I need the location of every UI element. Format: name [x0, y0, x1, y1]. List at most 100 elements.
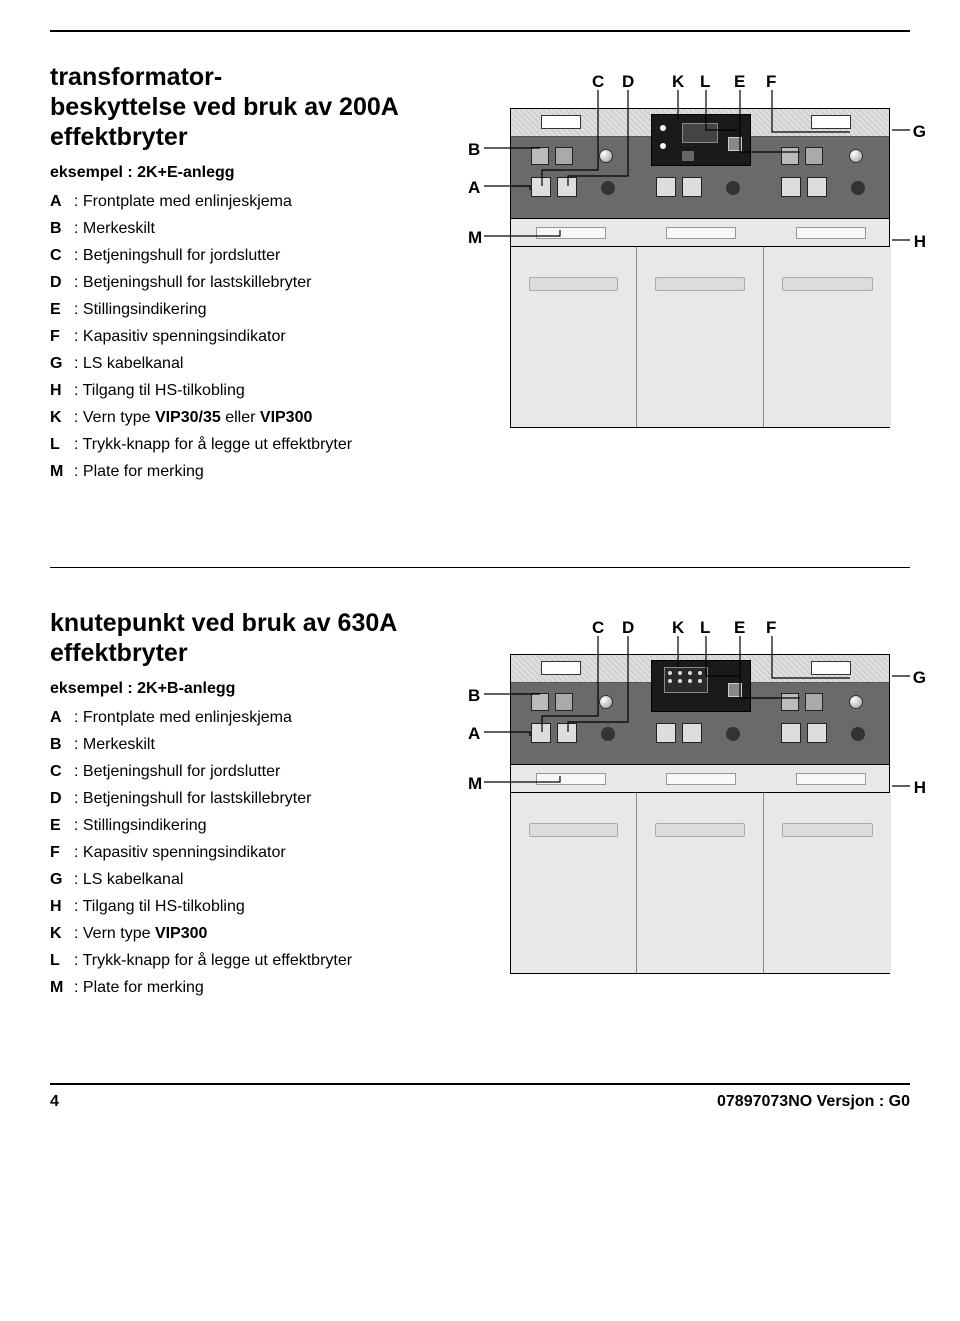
upper-panel: [511, 655, 889, 765]
legend-text: : LS kabelkanal: [74, 352, 420, 376]
legend-letter: C: [50, 760, 74, 784]
callout-label: F: [766, 72, 776, 92]
callout-label: M: [468, 228, 482, 248]
legend-text: : Plate for merking: [74, 460, 420, 484]
section-2: knutepunkt ved bruk av 630A effektbryter…: [50, 608, 910, 1003]
label-plate: [541, 661, 581, 675]
legend-letter: M: [50, 460, 74, 484]
access-door: [511, 793, 637, 973]
legend-letter: K: [50, 922, 74, 946]
legend-row: K: Vern type VIP300: [50, 922, 420, 946]
callout-label: H: [914, 778, 926, 798]
legend-text: : Kapasitiv spenningsindikator: [74, 841, 420, 865]
legend-row: B: Merkeskilt: [50, 733, 420, 757]
marking-plate: [536, 227, 606, 239]
legend-row: F: Kapasitiv spenningsindikator: [50, 325, 420, 349]
legend-text: : Plate for merking: [74, 976, 420, 1000]
section1-title: transformator-beskyttelse ved bruk av 20…: [50, 62, 420, 152]
legend-row: H: Tilgang til HS-tilkobling: [50, 379, 420, 403]
protection-relay: [651, 660, 751, 712]
legend-row: B: Merkeskilt: [50, 217, 420, 241]
legend-row: E: Stillingsindikering: [50, 298, 420, 322]
legend-text: : Vern type VIP30/35 eller VIP300: [74, 406, 420, 430]
protection-relay: [651, 114, 751, 166]
legend-row: H: Tilgang til HS-tilkobling: [50, 895, 420, 919]
legend-letter: G: [50, 868, 74, 892]
switchgear-cabinet: [510, 654, 890, 974]
callout-label: D: [622, 618, 634, 638]
section1-example: eksempel : 2K+E-anlegg: [50, 164, 420, 182]
callout-label: B: [468, 686, 480, 706]
legend-row: F: Kapasitiv spenningsindikator: [50, 841, 420, 865]
legend-letter: H: [50, 379, 74, 403]
legend-text: : Kapasitiv spenningsindikator: [74, 325, 420, 349]
callout-label: B: [468, 140, 480, 160]
marking-plate: [796, 773, 866, 785]
marking-plate: [536, 773, 606, 785]
callout-label: L: [700, 72, 710, 92]
control-unit: [771, 143, 881, 213]
callout-label: F: [766, 618, 776, 638]
legend-text: : Frontplate med enlinjeskjema: [74, 190, 420, 214]
legend-row: C: Betjeningshull for jordslutter: [50, 760, 420, 784]
lower-section: [511, 793, 889, 973]
legend-text: : Betjeningshull for jordslutter: [74, 244, 420, 268]
legend-letter: L: [50, 433, 74, 457]
section1-diagram: CDKLEFBAMGH: [450, 62, 930, 487]
legend-text: : Merkeskilt: [74, 733, 420, 757]
legend-letter: A: [50, 190, 74, 214]
legend-row: A: Frontplate med enlinjeskjema: [50, 706, 420, 730]
section1-legend: A: Frontplate med enlinjeskjema B: Merkes…: [50, 190, 420, 484]
callout-label: C: [592, 618, 604, 638]
legend-text: : Trykk-knapp for å legge ut effektbryte…: [74, 433, 420, 457]
label-plate: [811, 661, 851, 675]
callout-label: C: [592, 72, 604, 92]
section2-legend: A: Frontplate med enlinjeskjema B: Merkes…: [50, 706, 420, 1000]
legend-text: : Stillingsindikering: [74, 814, 420, 838]
legend-row: K: Vern type VIP30/35 eller VIP300: [50, 406, 420, 430]
section2-diagram: CDKLEFBAMGH: [450, 608, 930, 1003]
legend-row: E: Stillingsindikering: [50, 814, 420, 838]
access-door: [637, 793, 764, 973]
legend-letter: E: [50, 814, 74, 838]
control-unit: [521, 689, 631, 759]
legend-text: : Tilgang til HS-tilkobling: [74, 379, 420, 403]
upper-panel: [511, 109, 889, 219]
marking-plate: [666, 227, 736, 239]
access-door: [637, 247, 764, 427]
legend-row: D: Betjeningshull for lastskillebryter: [50, 271, 420, 295]
legend-letter: H: [50, 895, 74, 919]
callout-label: G: [913, 668, 926, 688]
page-footer: 4 07897073NO Versjon : G0: [50, 1083, 910, 1111]
legend-row: D: Betjeningshull for lastskillebryter: [50, 787, 420, 811]
access-door: [511, 247, 637, 427]
legend-text: : Merkeskilt: [74, 217, 420, 241]
legend-row: M: Plate for merking: [50, 976, 420, 1000]
label-plate: [811, 115, 851, 129]
legend-row: G: LS kabelkanal: [50, 352, 420, 376]
legend-letter: C: [50, 244, 74, 268]
legend-text: : Trykk-knapp for å legge ut effektbryte…: [74, 949, 420, 973]
section2-title: knutepunkt ved bruk av 630A effektbryter: [50, 608, 420, 668]
access-door: [764, 247, 891, 427]
legend-letter: D: [50, 271, 74, 295]
legend-row: A: Frontplate med enlinjeskjema: [50, 190, 420, 214]
legend-text: : Tilgang til HS-tilkobling: [74, 895, 420, 919]
legend-row: C: Betjeningshull for jordslutter: [50, 244, 420, 268]
legend-letter: M: [50, 976, 74, 1000]
legend-letter: D: [50, 787, 74, 811]
callout-label: G: [913, 122, 926, 142]
lower-section: [511, 247, 889, 427]
callout-label: K: [672, 72, 684, 92]
legend-row: L: Trykk-knapp for å legge ut effektbryt…: [50, 433, 420, 457]
callout-label: H: [914, 232, 926, 252]
legend-text: : Vern type VIP300: [74, 922, 420, 946]
control-unit: [521, 143, 631, 213]
legend-letter: L: [50, 949, 74, 973]
legend-text: : Stillingsindikering: [74, 298, 420, 322]
section2-text: knutepunkt ved bruk av 630A effektbryter…: [50, 608, 420, 1003]
section1-text: transformator-beskyttelse ved bruk av 20…: [50, 62, 420, 487]
doc-reference: 07897073NO Versjon : G0: [717, 1093, 910, 1111]
marking-plate: [666, 773, 736, 785]
callout-label: D: [622, 72, 634, 92]
